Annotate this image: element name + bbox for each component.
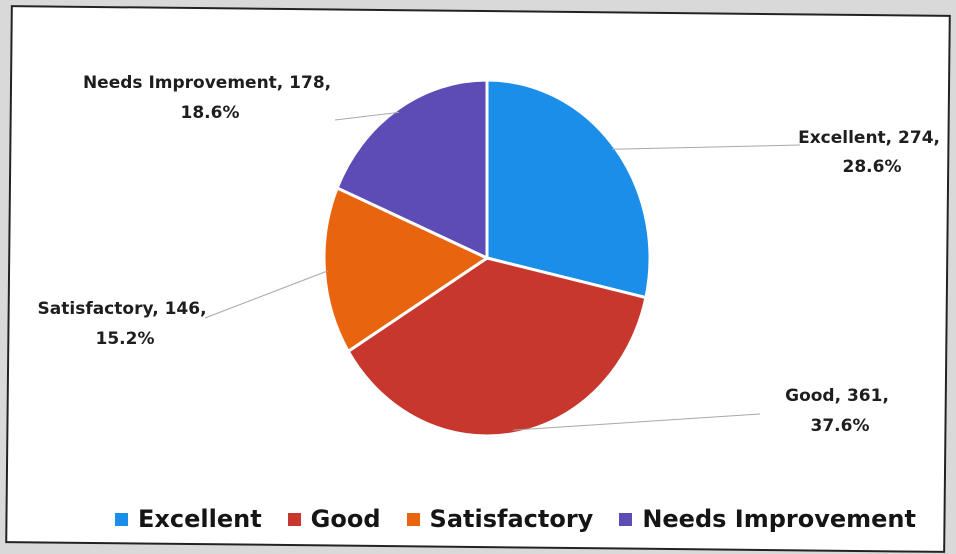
legend-item-needs-improvement: Needs Improvement (619, 505, 916, 533)
legend-label-good: Good (310, 505, 381, 533)
legend: Excellent Good Satisfactory Needs Improv… (115, 505, 916, 533)
leader-line-satisfactory (204, 270, 328, 319)
data-label-excellent: Excellent, 274, 28.6% (798, 128, 946, 177)
pie-slice-satisfactory (322, 185, 491, 354)
leader-line-excellent (611, 144, 801, 150)
leader-lines (204, 111, 801, 431)
leader-line-needs-improvement (334, 111, 400, 121)
legend-label-excellent: Excellent (138, 505, 262, 533)
legend-item-excellent: Excellent (115, 505, 262, 533)
legend-label-satisfactory: Satisfactory (429, 505, 594, 533)
leader-line-good (513, 413, 761, 431)
pie-slices (322, 78, 652, 438)
data-label-satisfactory: Satisfactory, 146, 15.2% (38, 299, 213, 349)
data-labels: Excellent, 274, 28.6% Good, 361, 37.6% S… (38, 73, 946, 436)
pie-slice-needs-improvement (335, 78, 489, 261)
legend-swatch-satisfactory (406, 512, 420, 526)
data-label-needs-improvement: Needs Improvement, 178, 18.6% (83, 73, 337, 123)
data-label-good: Good, 361, 37.6% (785, 386, 895, 436)
legend-swatch-needs-improvement (619, 512, 633, 526)
legend-label-needs-improvement: Needs Improvement (642, 505, 916, 533)
legend-item-satisfactory: Satisfactory (406, 505, 594, 533)
pie-slice-excellent (485, 78, 652, 300)
legend-swatch-good (287, 512, 301, 526)
legend-swatch-excellent (115, 512, 128, 526)
legend-item-good: Good (287, 505, 381, 533)
